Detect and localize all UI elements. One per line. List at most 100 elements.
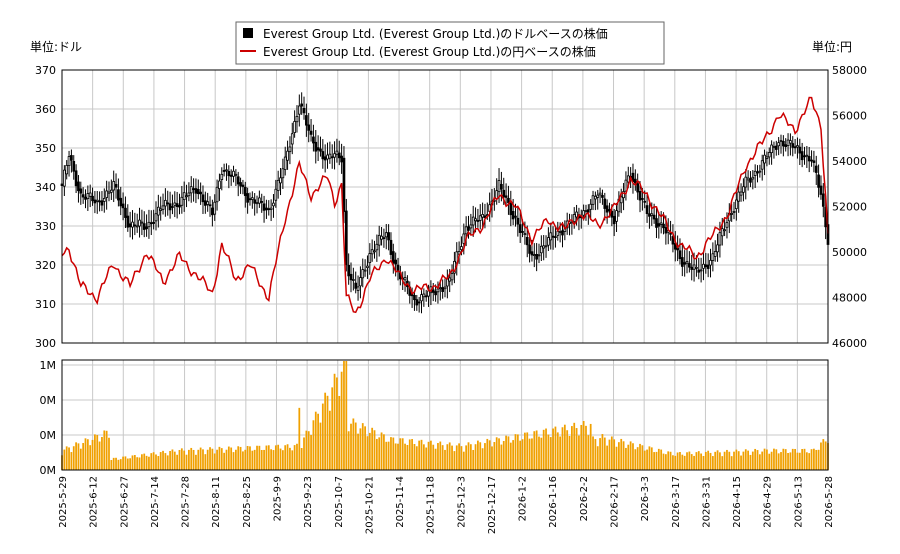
- volume-bar: [291, 450, 294, 470]
- volume-bar: [667, 451, 670, 470]
- volume-bar: [458, 443, 460, 470]
- volume-bar: [563, 424, 566, 470]
- volume-bar: [648, 446, 651, 470]
- volume-bar: [380, 432, 383, 470]
- candle-body: [817, 174, 820, 188]
- candle-body: [657, 223, 661, 227]
- candle-body: [528, 244, 531, 254]
- volume-bar: [803, 448, 806, 470]
- volume-bar: [418, 440, 421, 470]
- volume-bar: [378, 437, 381, 470]
- left-tick-label: 360: [35, 103, 56, 116]
- candle-body: [161, 205, 165, 210]
- candle-body: [699, 269, 703, 272]
- candle-body: [128, 223, 132, 228]
- volume-bar: [169, 450, 171, 470]
- candle-body: [333, 153, 336, 158]
- volume-bar: [375, 438, 378, 470]
- candle-body: [164, 199, 167, 207]
- candle-body: [603, 198, 607, 209]
- volume-bar: [246, 445, 249, 470]
- volume-bar: [91, 439, 94, 470]
- candle-body: [286, 150, 289, 161]
- volume-bar: [455, 445, 458, 470]
- volume-bar: [634, 449, 637, 470]
- candle-body: [248, 198, 252, 201]
- candle-body: [471, 216, 475, 226]
- candle-body: [147, 221, 151, 228]
- candle-body: [258, 197, 261, 204]
- volume-bar: [244, 449, 247, 470]
- volume-bar: [101, 436, 103, 470]
- candle-body: [314, 141, 318, 152]
- candle-body: [307, 124, 311, 131]
- candle-body: [474, 218, 477, 222]
- volume-bar: [68, 447, 70, 470]
- volume-bar: [336, 377, 338, 470]
- volume-bar: [430, 440, 432, 470]
- candle-body: [246, 193, 249, 203]
- candle-body: [95, 199, 99, 202]
- volume-bar: [143, 453, 146, 470]
- candle-body: [598, 192, 602, 196]
- volume-bar: [674, 455, 677, 470]
- volume-bar: [777, 453, 780, 470]
- candle-body: [359, 277, 362, 287]
- volume-bar: [152, 452, 155, 470]
- volume-bar: [293, 445, 296, 470]
- volume-tick-label: 0M: [40, 394, 57, 407]
- volume-bar: [390, 437, 392, 470]
- volume-bar: [749, 454, 752, 470]
- candle-body: [382, 237, 386, 240]
- volume-bar: [72, 446, 75, 470]
- x-tick-label: 2025-12-17: [487, 476, 498, 534]
- candle-body: [403, 277, 407, 281]
- volume-bar: [719, 452, 721, 470]
- volume-bar: [702, 455, 705, 470]
- candle-body: [706, 264, 710, 269]
- candle-body: [77, 181, 80, 192]
- jpy-price-line: [61, 96, 829, 314]
- candle-body: [152, 221, 155, 224]
- volume-bar: [385, 441, 388, 470]
- candle-body: [206, 201, 210, 205]
- volume-bar: [359, 428, 362, 470]
- volume-bar: [277, 444, 280, 470]
- candle-body: [561, 230, 564, 236]
- candle-body: [194, 188, 198, 194]
- candle-body: [260, 201, 264, 203]
- volume-bar: [289, 447, 291, 470]
- candle-body: [434, 291, 437, 296]
- volume-bar: [98, 441, 101, 470]
- volume-bar: [782, 448, 785, 470]
- volume-bar: [249, 446, 251, 470]
- volume-bar: [157, 456, 160, 470]
- candle-body: [789, 140, 792, 144]
- candle-body: [791, 143, 795, 148]
- legend-box: [235, 21, 665, 65]
- candle-body: [178, 204, 181, 208]
- volume-bar: [613, 439, 616, 470]
- volume-bar: [265, 445, 268, 470]
- candle-body: [805, 154, 809, 157]
- candle-body: [664, 227, 668, 234]
- volume-axis-ticks: 0M 0M 0M 1M: [40, 359, 57, 477]
- volume-bar: [122, 456, 124, 470]
- x-tick-label: 2025-11-4: [395, 476, 406, 528]
- volume-bar: [270, 449, 273, 470]
- candle-body: [735, 199, 738, 210]
- volume-bar: [714, 451, 717, 470]
- candle-body: [669, 232, 672, 235]
- candle-body: [749, 178, 752, 183]
- volume-bar: [218, 446, 221, 470]
- volume-bar: [535, 430, 538, 470]
- left-axis-unit-label: 単位:ドル: [30, 39, 82, 54]
- candle-body: [739, 191, 743, 196]
- volume-bar: [744, 449, 747, 470]
- volume-bar: [333, 373, 336, 470]
- volume-bar: [737, 451, 740, 470]
- volume-bar: [554, 426, 557, 470]
- candle-body: [497, 180, 501, 193]
- candle-body: [255, 202, 259, 205]
